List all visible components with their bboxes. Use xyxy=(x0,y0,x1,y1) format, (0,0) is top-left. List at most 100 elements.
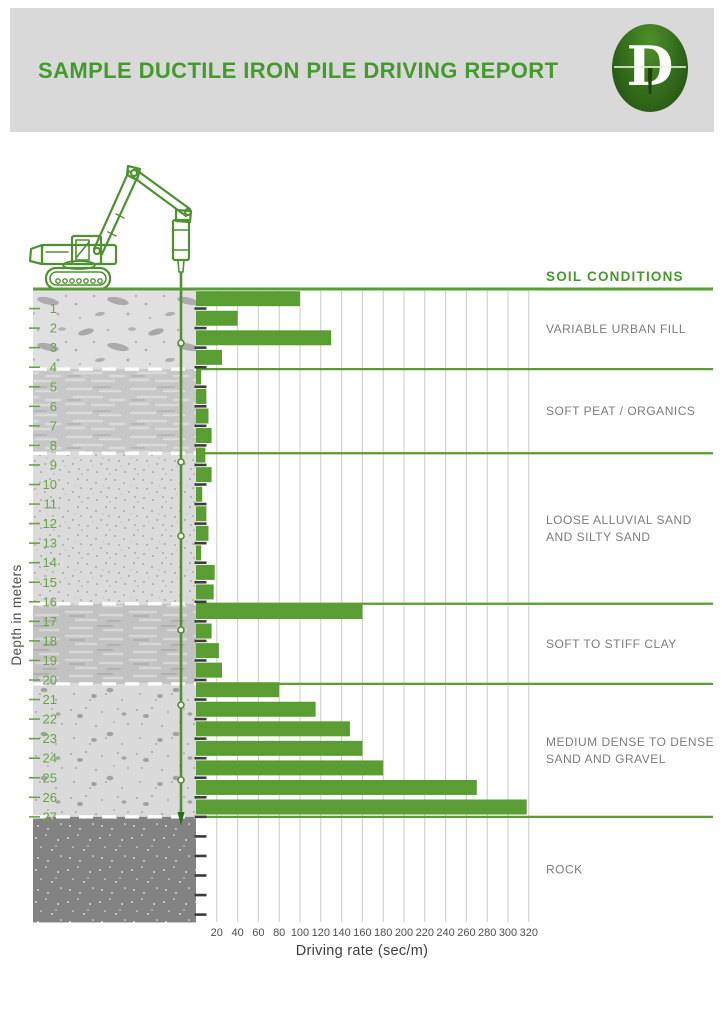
depth-label-1: 1 xyxy=(50,301,57,316)
depth-label-27: 27 xyxy=(43,809,57,824)
x-tick-label-180: 180 xyxy=(374,927,392,939)
bar-depth-4 xyxy=(196,349,222,365)
depth-label-6: 6 xyxy=(50,399,57,414)
x-tick-label-240: 240 xyxy=(436,927,454,939)
bar-depth-10 xyxy=(196,467,212,483)
bar-depth-7 xyxy=(196,408,209,424)
x-axis-title: Driving rate (sec/m) xyxy=(296,943,429,959)
bar-depth-23 xyxy=(196,721,350,737)
bar-depth-25 xyxy=(196,760,384,776)
x-tick-label-60: 60 xyxy=(252,927,264,939)
excavator-cab xyxy=(70,234,103,266)
soil-layer-fill xyxy=(33,289,196,370)
x-tick-label-220: 220 xyxy=(416,927,434,939)
bar-depth-2 xyxy=(196,310,238,326)
bar-depth-19 xyxy=(196,643,219,659)
x-tick-label-260: 260 xyxy=(457,927,475,939)
bar-depth-22 xyxy=(196,701,316,717)
depth-label-26: 26 xyxy=(43,790,57,805)
soil-condition-label: SOFT TO STIFF CLAY xyxy=(546,637,677,651)
x-tick-label-160: 160 xyxy=(353,927,371,939)
report-title: SAMPLE DUCTILE IRON PILE DRIVING REPORT xyxy=(38,58,559,83)
x-tick-label-320: 320 xyxy=(520,927,538,939)
depth-label-14: 14 xyxy=(43,555,57,570)
depth-label-15: 15 xyxy=(43,575,57,590)
depth-label-2: 2 xyxy=(50,321,57,336)
bar-depth-8 xyxy=(196,428,212,444)
y-axis-title: Depth in meters xyxy=(9,564,24,665)
bar-depth-17 xyxy=(196,604,363,619)
soil-layer-gravel xyxy=(33,683,196,817)
x-tick-label-300: 300 xyxy=(499,927,517,939)
excavator-boom xyxy=(92,169,131,251)
depth-label-9: 9 xyxy=(50,457,57,472)
soil-condition-label: SAND AND GRAVEL xyxy=(546,752,666,766)
bar-depth-26 xyxy=(196,779,477,795)
x-tick-label-80: 80 xyxy=(273,927,285,939)
x-tick-label-100: 100 xyxy=(291,927,309,939)
depth-label-16: 16 xyxy=(43,594,57,609)
soil-layer-peat xyxy=(33,369,196,454)
logo-horizontal-line xyxy=(614,66,686,68)
bar-depth-12 xyxy=(196,506,207,522)
depth-label-20: 20 xyxy=(43,673,57,688)
depth-label-11: 11 xyxy=(44,497,58,512)
depth-label-25: 25 xyxy=(43,770,57,785)
pile-connector xyxy=(177,776,185,784)
excavator-counterweight xyxy=(28,243,44,266)
x-tick-label-280: 280 xyxy=(478,927,496,939)
x-tick-label-120: 120 xyxy=(312,927,330,939)
bar-depth-11 xyxy=(196,486,203,502)
depth-label-21: 21 xyxy=(43,692,57,707)
excavator-illustration xyxy=(28,164,193,291)
depth-label-4: 4 xyxy=(50,360,57,375)
depth-label-22: 22 xyxy=(43,712,57,727)
soil-layer-rock xyxy=(33,816,196,923)
excavator-arm xyxy=(133,167,192,211)
ductile-iron-pile xyxy=(177,272,185,826)
pile-connector xyxy=(177,458,185,466)
soil-condition-label: AND SILTY SAND xyxy=(546,530,651,544)
depth-label-17: 17 xyxy=(43,614,57,629)
bar-depth-24 xyxy=(196,740,363,756)
hydraulic-hammer xyxy=(171,218,191,262)
company-logo-icon: D xyxy=(612,24,688,112)
bar-depth-13 xyxy=(196,525,209,541)
report-header: SAMPLE DUCTILE IRON PILE DRIVING REPORT … xyxy=(10,8,714,132)
bar-depth-16 xyxy=(196,584,214,600)
x-tick-label-140: 140 xyxy=(332,927,350,939)
bar-depth-15 xyxy=(196,564,215,580)
x-tick-label-40: 40 xyxy=(231,927,243,939)
depth-label-23: 23 xyxy=(43,731,57,746)
pile-tip xyxy=(177,812,185,826)
bar-depth-14 xyxy=(196,545,202,561)
depth-label-13: 13 xyxy=(43,536,57,551)
depth-label-12: 12 xyxy=(43,516,57,531)
depth-label-24: 24 xyxy=(43,751,57,766)
pile-connector xyxy=(177,532,185,540)
depth-label-19: 19 xyxy=(43,653,57,668)
bar-depth-18 xyxy=(196,623,212,639)
x-tick-label-20: 20 xyxy=(211,927,223,939)
soil-conditions-heading: SOIL CONDITIONS xyxy=(546,269,684,284)
depth-label-10: 10 xyxy=(43,477,57,492)
bar-depth-6 xyxy=(196,388,207,404)
depth-label-8: 8 xyxy=(50,438,57,453)
bar-depth-21 xyxy=(196,682,280,698)
soil-condition-label: LOOSE ALLUVIAL SAND xyxy=(546,513,692,527)
bar-depth-20 xyxy=(196,662,222,678)
depth-label-5: 5 xyxy=(50,379,57,394)
soil-layer-sand xyxy=(33,453,196,604)
soil-condition-label: MEDIUM DENSE TO DENSE xyxy=(546,735,714,749)
soil-condition-label: SOFT PEAT / ORGANICS xyxy=(546,404,695,418)
bar-depth-5 xyxy=(196,369,202,385)
bar-depth-27 xyxy=(196,799,527,815)
soil-condition-label: VARIABLE URBAN FILL xyxy=(546,322,686,336)
x-tick-label-200: 200 xyxy=(395,927,413,939)
bar-depth-1 xyxy=(196,291,300,307)
bar-depth-3 xyxy=(196,330,332,346)
bar-depth-9 xyxy=(196,447,206,463)
soil-condition-label: ROCK xyxy=(546,863,583,877)
depth-label-3: 3 xyxy=(50,340,57,355)
